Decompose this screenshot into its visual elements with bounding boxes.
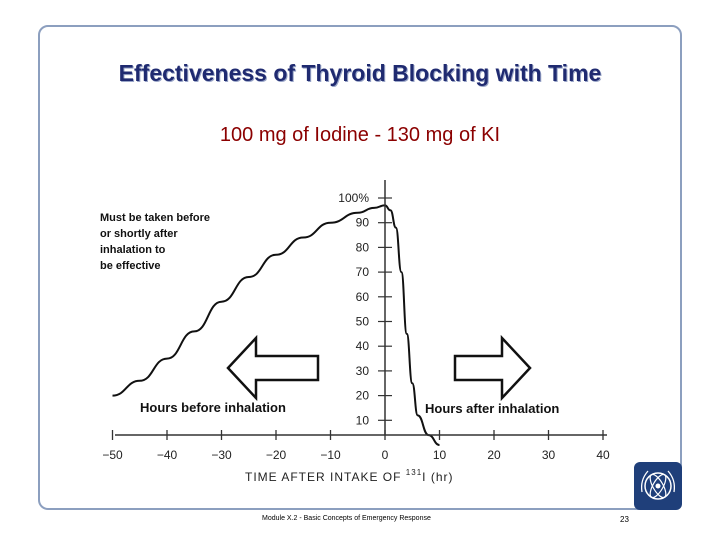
- y-tick-label: 90: [356, 216, 370, 230]
- slide-frame: [38, 25, 682, 510]
- y-tick-label: 30: [356, 364, 370, 378]
- x-tick-label: 30: [542, 448, 556, 462]
- x-tick-label: −50: [102, 448, 123, 462]
- annotation-note-line-3: inhalation to: [100, 244, 166, 256]
- annotation-note-line-1: Must be taken before: [100, 212, 210, 224]
- y-tick-label: 70: [356, 265, 370, 279]
- x-tick-label: −40: [157, 448, 178, 462]
- x-tick-label: −20: [266, 448, 287, 462]
- slide-footer: Module X.2 - Basic Concepts of Emergency…: [262, 515, 431, 522]
- x-tick-label: 20: [487, 448, 501, 462]
- annotation-note-line-4: be effective: [100, 260, 161, 272]
- slide-subtitle: 100 mg of Iodine - 130 mg of KI: [219, 124, 501, 146]
- arrow-right-icon: [453, 334, 532, 402]
- y-tick-label: 60: [356, 290, 370, 304]
- x-tick-label: 0: [382, 448, 389, 462]
- page-number: 23: [620, 515, 629, 524]
- annotation-note-line-2: or shortly after: [100, 228, 178, 240]
- organization-logo: [634, 462, 682, 510]
- y-tick-label: 20: [356, 389, 370, 403]
- arrow-left-icon: [226, 334, 320, 402]
- after-label: Hours after inhalation: [425, 401, 559, 416]
- x-tick-label: 10: [433, 448, 447, 462]
- effectiveness-line: [112, 204, 440, 446]
- y-tick-label: 10: [356, 413, 370, 427]
- y-tick-label: 50: [356, 315, 370, 329]
- x-tick-label: −30: [211, 448, 232, 462]
- y-tick-label: 40: [356, 339, 370, 353]
- slide-title: Effectiveness of Thyroid Blocking with T…: [118, 60, 602, 86]
- y-tick-label: 80: [356, 240, 370, 254]
- x-tick-label: −10: [320, 448, 341, 462]
- x-axis-label: TIME AFTER INTAKE OF 131I (hr): [245, 468, 454, 484]
- x-axis-label-tail: I (hr): [422, 470, 453, 484]
- x-axis-label-sup: 131: [406, 468, 422, 477]
- before-label: Hours before inhalation: [140, 400, 286, 415]
- x-axis-label-main: TIME AFTER INTAKE OF: [245, 470, 406, 484]
- y-tick-label: 100%: [338, 191, 369, 205]
- x-tick-label: 40: [596, 448, 610, 462]
